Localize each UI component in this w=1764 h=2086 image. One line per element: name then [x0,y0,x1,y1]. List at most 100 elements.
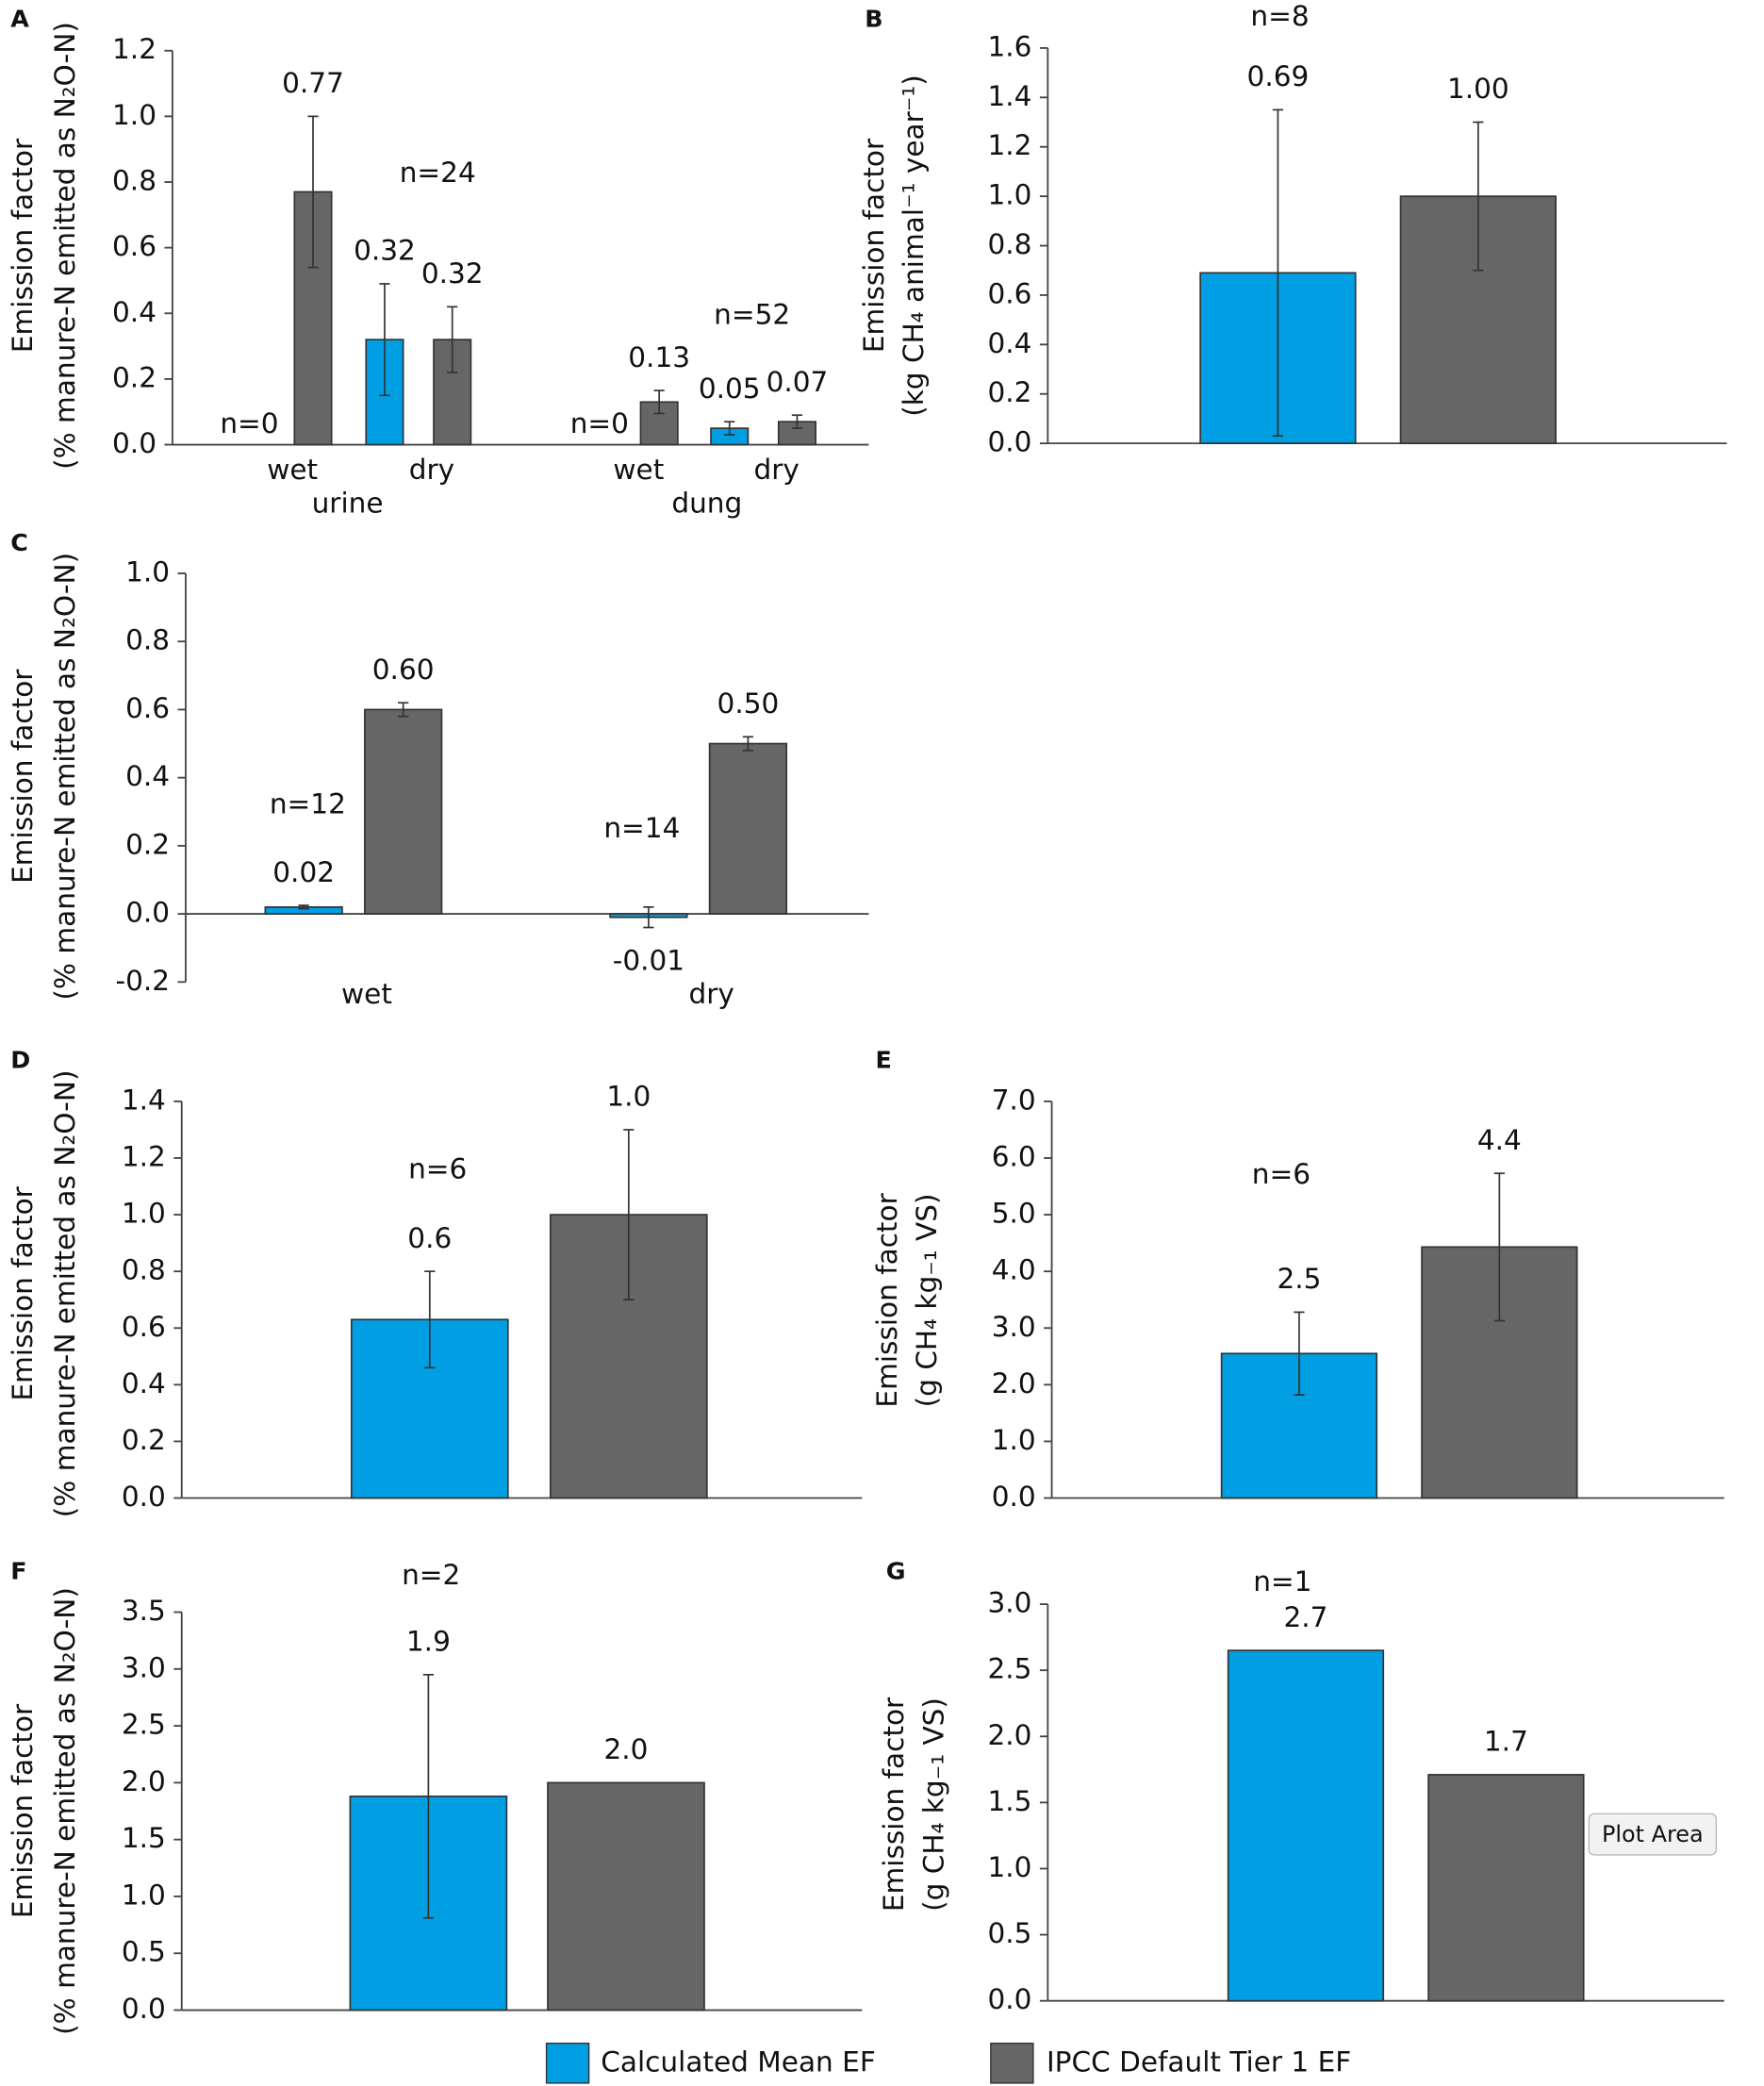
legend-label: IPCC Default Tier 1 EF [1047,2045,1351,2078]
value-label: 0.50 [717,687,780,720]
annotation: n=0 [570,407,629,439]
error-bar [379,283,390,397]
y-tick-label: 0.2 [112,361,157,393]
error-bar [298,904,309,910]
y-axis-label: (% manure-N emitted as N₂O-N) [49,1587,81,2035]
panel-letter: B [865,4,882,32]
y-tick-label: 1.5 [987,1785,1031,1817]
error-bar [1294,1311,1305,1397]
annotation: n=1 [1253,1565,1311,1598]
y-tick-label: 4.0 [992,1254,1036,1286]
annotation: n=6 [408,1153,467,1185]
y-tick-label: 0.2 [125,828,170,860]
y-axis-label: Emission factor [858,138,890,353]
panel-letter: G [886,1556,906,1584]
y-tick-label: 2.0 [987,1719,1031,1751]
legend-label: Calculated Mean EF [601,2045,876,2078]
y-tick-label: 0.0 [122,1481,166,1513]
error-bar [653,389,665,415]
y-tick-label: 1.4 [122,1084,166,1116]
y-tick-label: 6.0 [992,1140,1036,1172]
value-label: 1.00 [1447,73,1509,105]
y-axis-label: Emission factor [7,1185,39,1400]
legend-swatch [545,2042,590,2084]
y-tick-label: 3.0 [992,1311,1036,1343]
group-label: urine [312,487,384,519]
error-bar [1493,1172,1505,1322]
y-axis-label: (% manure-N emitted as N₂O-N) [49,22,81,470]
error-bar [1473,121,1484,272]
annotation: n=24 [400,157,476,189]
error-bar [742,736,754,752]
annotation: n=14 [603,812,680,844]
y-axis-label: Emission factor [878,1697,910,1912]
tooltip: Plot Area [1602,1821,1704,1847]
y-tick-label: 0.2 [122,1424,166,1456]
y-tick-label: 0.0 [112,427,157,459]
y-tick-label: -0.2 [115,965,170,997]
y-tick-label: 0.0 [122,1993,166,2025]
y-tick-label: 1.0 [122,1198,166,1230]
value-label: 1.9 [406,1626,451,1658]
value-label: 2.7 [1283,1601,1327,1633]
y-tick-label: 1.0 [987,179,1031,211]
panel-letter: E [875,1046,891,1074]
y-tick-label: 3.0 [987,1587,1031,1619]
value-label: 0.05 [699,372,761,405]
y-tick-label: 2.0 [992,1367,1036,1399]
value-label: 2.0 [604,1733,649,1765]
panel-letter: C [10,528,28,556]
y-axis-label: (kg CH₄ animal⁻¹ year⁻¹) [898,74,930,417]
bar [708,742,788,915]
error-bar [307,115,319,269]
y-tick-label: 0.8 [987,228,1031,260]
y-tick-label: 0.4 [122,1367,166,1399]
value-label: 2.5 [1277,1263,1321,1295]
y-tick-label: 0.6 [987,277,1031,309]
y-axis-label: Emission factor [871,1192,903,1407]
error-bar [424,1270,436,1369]
y-tick-label: 0.8 [125,624,170,656]
value-label: 1.7 [1484,1726,1528,1758]
y-tick-label: 0.0 [987,1983,1031,2015]
y-tick-label: 1.2 [112,33,157,65]
y-tick-label: 2.5 [122,1709,166,1741]
bar [547,1781,705,2012]
y-axis-label: (% manure-N emitted as N₂O-N) [49,553,81,1001]
value-label: 0.32 [354,235,416,267]
y-tick-label: 0.4 [112,296,157,328]
panel-letter: F [10,1556,26,1584]
value-label: 0.13 [628,341,690,373]
y-tick-label: 0.5 [122,1936,166,1968]
y-tick-label: 0.5 [987,1917,1031,1949]
y-tick-label: 1.6 [987,30,1031,62]
y-tick-label: 0.6 [122,1311,166,1343]
y-axis-label: Emission factor [7,138,39,353]
value-label: 0.60 [372,654,435,686]
y-tick-label: 1.2 [987,129,1031,161]
y-tick-label: 3.0 [122,1651,166,1683]
annotation: n=6 [1252,1158,1311,1190]
y-tick-label: 3.5 [122,1595,166,1627]
bar [1427,1774,1585,2002]
error-bar [791,414,803,429]
error-bar [724,421,735,436]
y-axis-label: Emission factor [7,669,39,884]
value-label: 1.0 [606,1081,651,1113]
annotation: n=8 [1250,0,1309,32]
value-label: 0.07 [767,366,829,398]
y-tick-label: 2.5 [987,1653,1031,1685]
value-label: 4.4 [1477,1124,1522,1156]
y-tick-label: 1.0 [112,99,157,131]
legend-swatch [990,2042,1034,2084]
y-tick-label: 0.4 [987,327,1031,359]
y-axis-label: (g CH₄ kg₋₁ VS) [917,1697,949,1912]
y-tick-label: 0.0 [992,1481,1036,1513]
y-tick-label: 1.4 [987,80,1031,112]
bar [1227,1649,1385,2002]
x-tick-label: dry [409,454,454,486]
value-label: -0.01 [613,945,684,977]
y-axis-label: Emission factor [7,1703,39,1918]
y-tick-label: 0.6 [112,230,157,262]
